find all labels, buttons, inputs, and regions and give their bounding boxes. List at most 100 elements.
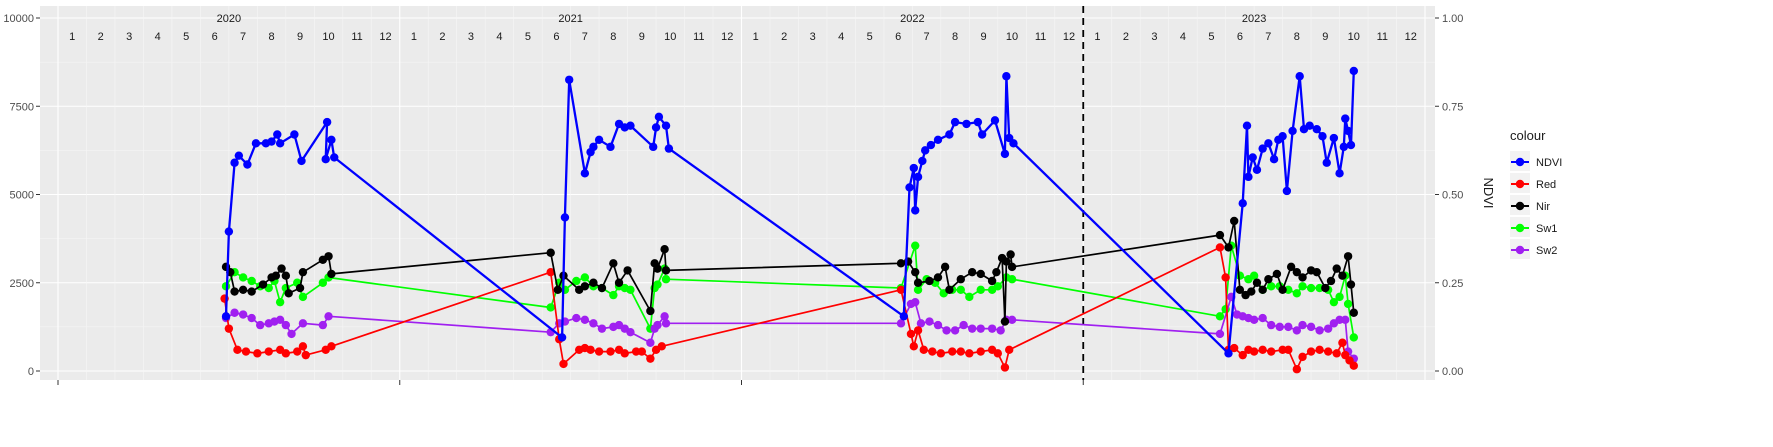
- data-point: [664, 144, 674, 153]
- legend-item: Sw2: [1510, 239, 1557, 259]
- data-point: [1006, 250, 1015, 259]
- data-point: [646, 306, 655, 316]
- data-point: [275, 315, 285, 325]
- data-point: [1292, 365, 1302, 374]
- y2-tick-label: 1.00: [1442, 13, 1463, 25]
- data-point: [637, 347, 647, 356]
- data-point: [993, 349, 1003, 358]
- data-point: [1267, 320, 1276, 330]
- data-point: [987, 276, 997, 286]
- data-point: [230, 308, 239, 317]
- data-point: [1343, 299, 1353, 309]
- data-point: [318, 278, 328, 287]
- year-label: 2020: [217, 13, 241, 25]
- data-point: [1284, 322, 1293, 332]
- data-point: [646, 354, 655, 363]
- data-point: [298, 342, 308, 351]
- data-point: [1267, 347, 1276, 356]
- data-point: [1349, 308, 1359, 317]
- data-point: [1349, 333, 1359, 342]
- data-point: [1298, 352, 1307, 362]
- data-point: [661, 121, 671, 130]
- data-point: [221, 312, 231, 321]
- data-point: [589, 142, 598, 152]
- data-point: [992, 267, 1001, 277]
- series-nir: [221, 216, 1359, 326]
- data-point: [290, 130, 299, 139]
- data-point: [926, 140, 936, 150]
- data-point: [247, 276, 256, 286]
- data-point: [606, 142, 615, 152]
- data-point: [1009, 139, 1018, 148]
- data-point: [230, 158, 239, 167]
- data-point: [950, 326, 960, 335]
- data-point: [295, 283, 305, 293]
- data-point: [1306, 283, 1316, 293]
- data-point: [324, 252, 333, 261]
- year-label: 2021: [558, 13, 582, 25]
- data-point: [1298, 320, 1307, 330]
- data-point: [572, 276, 581, 286]
- data-point: [238, 310, 248, 319]
- data-point: [925, 276, 934, 286]
- data-point: [945, 130, 954, 139]
- data-point: [580, 169, 590, 178]
- data-point: [920, 146, 930, 155]
- data-point: [626, 327, 635, 337]
- data-point: [933, 273, 943, 282]
- data-point: [1235, 285, 1245, 295]
- data-point: [896, 259, 906, 268]
- data-point: [1249, 347, 1259, 356]
- data-point: [1238, 199, 1247, 208]
- data-point: [896, 319, 906, 328]
- data-point: [324, 312, 333, 321]
- y2-tick-label: 0.25: [1442, 278, 1463, 290]
- data-point: [293, 347, 302, 356]
- data-point: [609, 290, 618, 300]
- month-label: 2: [439, 31, 445, 43]
- data-point: [1215, 312, 1225, 321]
- data-point: [247, 287, 256, 296]
- legend-item: Red: [1510, 173, 1556, 193]
- data-point: [253, 349, 262, 358]
- data-point: [925, 317, 934, 326]
- data-point: [976, 285, 985, 295]
- month-label: 4: [496, 31, 502, 43]
- data-point: [1264, 139, 1273, 148]
- data-point: [1305, 121, 1314, 130]
- data-point: [1335, 169, 1344, 178]
- data-point: [919, 345, 928, 355]
- month-label: 11: [1035, 31, 1046, 43]
- data-point: [1298, 273, 1307, 282]
- data-point: [1252, 278, 1262, 287]
- data-point: [1312, 124, 1321, 134]
- legend-key-point: [1515, 201, 1525, 211]
- legend-title: colour: [1510, 128, 1546, 143]
- data-point: [1252, 165, 1262, 174]
- data-point: [327, 269, 336, 279]
- data-point: [560, 213, 570, 222]
- month-label: 10: [1348, 31, 1360, 43]
- data-point: [1335, 292, 1344, 302]
- data-point: [318, 320, 328, 330]
- month-label: 1: [411, 31, 417, 43]
- data-point: [586, 345, 595, 355]
- data-point: [256, 320, 265, 330]
- data-point: [275, 139, 285, 148]
- data-point: [646, 338, 655, 347]
- data-point: [1229, 343, 1239, 353]
- month-label: 4: [838, 31, 844, 43]
- data-point: [298, 292, 308, 302]
- month-label: 6: [1237, 31, 1243, 43]
- data-point: [1339, 142, 1349, 152]
- data-point: [1258, 345, 1267, 355]
- data-point: [1332, 349, 1341, 358]
- month-label: 8: [269, 31, 275, 43]
- data-point: [597, 283, 607, 293]
- legend-key-point: [1515, 223, 1525, 233]
- month-label: 5: [183, 31, 189, 43]
- data-point: [572, 313, 581, 323]
- data-point: [1278, 285, 1287, 295]
